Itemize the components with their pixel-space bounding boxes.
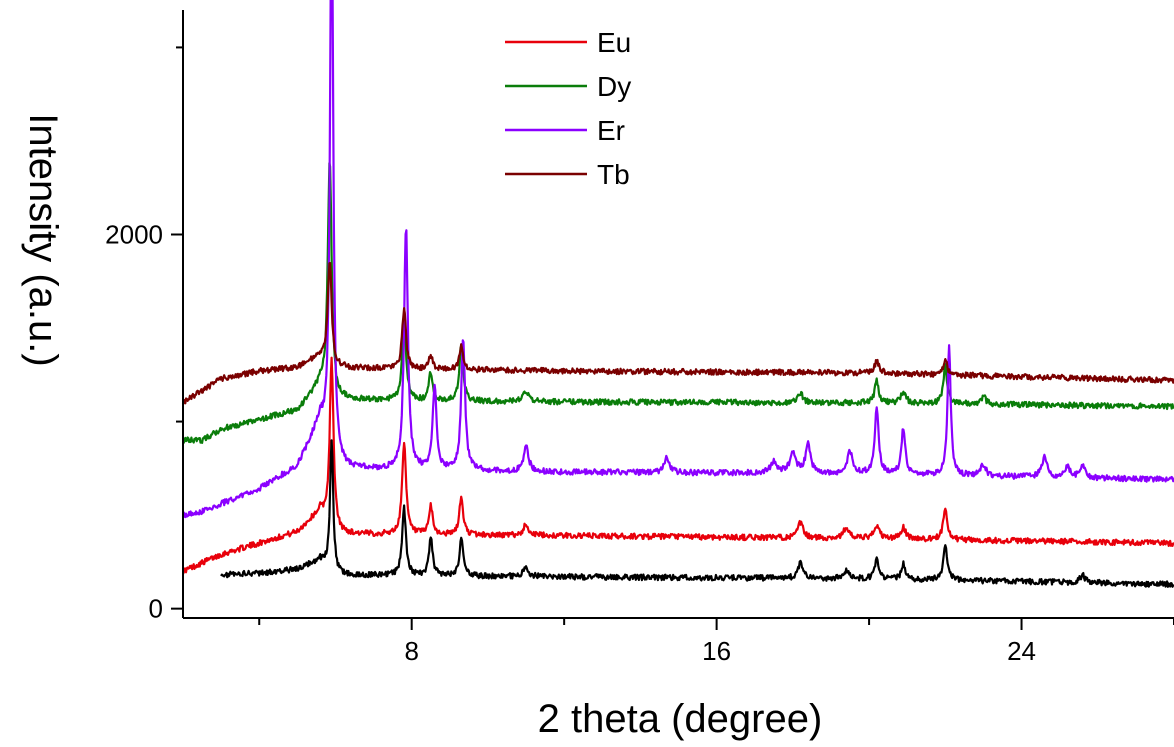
legend-label-eu: Eu xyxy=(597,27,631,58)
x-axis-title: 2 theta (degree) xyxy=(538,697,823,741)
ticks-layer: 8 16 24 0 2000 xyxy=(105,46,1174,666)
x-tick-label: 24 xyxy=(1007,636,1036,666)
legend-label-er: Er xyxy=(597,115,625,146)
x-tick-label: 16 xyxy=(702,636,731,666)
legend-label-dy: Dy xyxy=(597,71,631,102)
legend: Eu Dy Er Tb xyxy=(505,27,631,190)
x-tick-label: 8 xyxy=(404,636,418,666)
y-tick-label: 0 xyxy=(149,594,163,624)
legend-label-tb: Tb xyxy=(597,159,630,190)
series-line-reference xyxy=(220,439,1174,588)
series-line-tb xyxy=(181,262,1174,405)
series-line-eu xyxy=(182,356,1174,575)
y-tick-label: 2000 xyxy=(105,219,163,249)
series-layer xyxy=(181,0,1174,588)
series-line-dy xyxy=(182,162,1174,444)
y-axis-title: Intensity (a.u.) xyxy=(21,113,65,366)
series-line-er xyxy=(181,0,1174,519)
